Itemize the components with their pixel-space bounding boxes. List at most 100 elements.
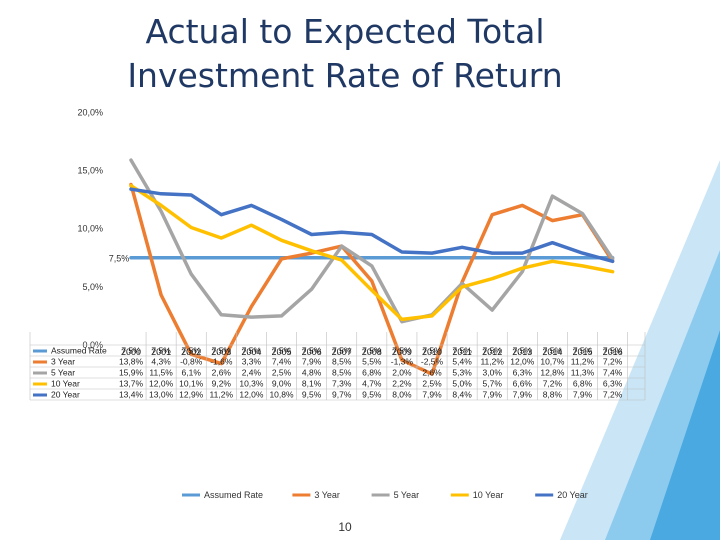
table-cell: 7,5%	[452, 346, 472, 356]
table-cell: -1,6%	[210, 357, 233, 367]
table-cell: 3,0%	[483, 368, 503, 378]
y-axis: 0,0%5,0%10,0%15,0%20,0%	[77, 107, 103, 350]
table-cell: 9,2%	[212, 379, 232, 389]
table-cell: 4,8%	[302, 368, 322, 378]
table-cell: 5,3%	[452, 368, 472, 378]
annotation-assumed-rate: 7,5%	[104, 250, 134, 265]
table-cell: 4,3%	[151, 357, 171, 367]
table-cell: 7,5%	[272, 346, 292, 356]
slide-title: Actual to Expected Total Investment Rate…	[127, 12, 563, 95]
legend-item: 20 Year	[535, 490, 588, 500]
table-cell: 7,5%	[483, 346, 503, 356]
table-cell: -1,3%	[391, 357, 414, 367]
table-row-name: 10 Year	[51, 379, 80, 389]
table-cell: -2,5%	[421, 357, 444, 367]
table-cell: 6,3%	[603, 379, 623, 389]
table-cell: 5,4%	[452, 357, 472, 367]
table-cell: 12,8%	[540, 368, 565, 378]
table-header-year: 2000	[121, 347, 141, 357]
legend-key	[33, 393, 47, 397]
table-cell: 12,0%	[149, 379, 174, 389]
table-cell: 11,2%	[210, 390, 234, 400]
legend-key	[33, 349, 47, 353]
table-cell: 7,5%	[573, 346, 593, 356]
table-cell: 2,5%	[422, 379, 442, 389]
table-cell: 8,8%	[543, 390, 563, 400]
legend-item: 10 Year	[450, 490, 503, 500]
table-cell: 9,5%	[302, 390, 322, 400]
table-cell: 13,0%	[149, 390, 174, 400]
table-header-year: 2016	[603, 347, 623, 357]
table-row-name: 5 Year	[51, 368, 75, 378]
y-tick-label: 10,0%	[77, 224, 103, 234]
table-cell: 7,5%	[543, 346, 563, 356]
table-cell: 2,2%	[392, 379, 412, 389]
table-cell: 7,5%	[332, 346, 352, 356]
table-cell: 7,5%	[603, 346, 623, 356]
table-row: 10 Year 13,7% 12,0% 10,1% 9,2% 10,3% 9,0% 8,1% 7…	[33, 379, 623, 389]
table-header-year: 2008	[362, 347, 382, 357]
table-row: 20 Year 13,4% 13,0% 12,9% 11,2% 12,0% 10,8% 9,5…	[33, 390, 623, 400]
legend-label: 3 Year	[314, 490, 340, 500]
table-row-name: 3 Year	[51, 357, 75, 367]
table-cell: 13,4%	[119, 390, 144, 400]
table-cell: 12,9%	[179, 390, 204, 400]
table-row: 3 Year 13,8% 4,3% -0,8% -1,6% 3,3% 7,4% 7,9% 8,5…	[33, 357, 623, 367]
table-header-year: 2014	[542, 347, 562, 357]
series-line-10-year	[129, 183, 615, 322]
legend-key	[33, 360, 47, 364]
table-cell: 8,5%	[332, 357, 352, 367]
legend-key	[33, 382, 47, 386]
table-cell: 12,0%	[510, 357, 535, 367]
table-cell: 9,7%	[332, 390, 352, 400]
table-cell: 6,8%	[573, 379, 593, 389]
table-cell: 4,7%	[362, 379, 382, 389]
table-cell: 7,5%	[302, 346, 322, 356]
legend-label: 5 Year	[394, 490, 420, 500]
table-cell: 8,4%	[452, 390, 472, 400]
table-header-year: 2003	[211, 347, 231, 357]
table-header-year: 2005	[271, 347, 291, 357]
table-cell: 7,5%	[422, 346, 442, 356]
table-header-year: 2012	[482, 347, 502, 357]
table-cell: 9,5%	[362, 390, 382, 400]
annotation-label: 7,5%	[109, 253, 130, 263]
table-header-year: 2009	[392, 347, 412, 357]
annotation-bg	[104, 250, 134, 265]
table-cell: 7,3%	[332, 379, 352, 389]
table-cell: 7,9%	[573, 390, 593, 400]
table-cell: 2,6%	[212, 368, 232, 378]
table-header-year: 2004	[241, 347, 261, 357]
table-header-year: 2013	[512, 347, 532, 357]
table-cell: 7,4%	[603, 368, 623, 378]
table-cell: 7,5%	[392, 346, 412, 356]
table-cell: 10,1%	[179, 379, 204, 389]
series-line-5-year	[129, 158, 615, 324]
legend-item: Assumed Rate	[182, 490, 263, 500]
table-cell: 2,6%	[422, 368, 442, 378]
table-cell: 8,1%	[302, 379, 322, 389]
table-cell: 6,8%	[362, 368, 382, 378]
table-cell: 6,3%	[513, 368, 533, 378]
legend-item: 3 Year	[292, 490, 340, 500]
table-cell: 5,0%	[452, 379, 472, 389]
table-cell: 3,3%	[242, 357, 262, 367]
legend-label: Assumed Rate	[204, 490, 263, 500]
table-cell: 5,7%	[483, 379, 503, 389]
table-cell: 7,5%	[242, 346, 262, 356]
table-row-name: Assumed Rate	[51, 346, 107, 356]
annotations: 7,5%	[104, 250, 134, 265]
table-cell: 5,5%	[362, 357, 382, 367]
table-grid	[29, 332, 646, 401]
table-cell: 13,8%	[119, 357, 144, 367]
table-cell: 7,4%	[272, 357, 292, 367]
table-cell: 7,9%	[302, 357, 322, 367]
table-cell: 7,2%	[543, 379, 563, 389]
table-row-name: 20 Year	[51, 390, 80, 400]
legend-label: 20 Year	[557, 490, 588, 500]
table-cell: 8,0%	[392, 390, 412, 400]
slide-number: 10	[338, 520, 352, 534]
legend-item: 5 Year	[371, 490, 420, 500]
table-cell: 6,6%	[513, 379, 533, 389]
table-cell: 11,5%	[149, 368, 173, 378]
